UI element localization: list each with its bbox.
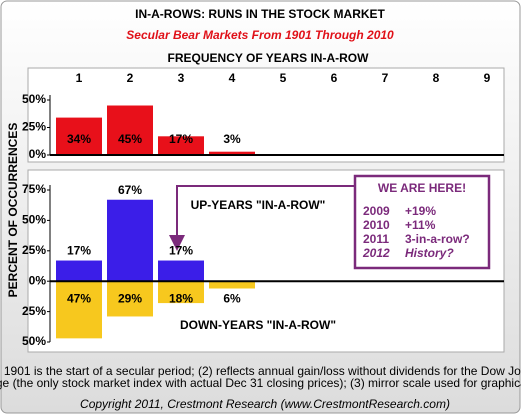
y-tick-label: 25% — [22, 304, 46, 318]
bar — [209, 151, 255, 155]
data-label: 29% — [118, 291, 142, 305]
data-label: 17% — [67, 244, 91, 258]
x-tick-label: 1 — [76, 71, 83, 85]
data-label: 6% — [223, 291, 241, 305]
x-tick-label: 7 — [382, 71, 389, 85]
series-label: DOWN-YEARS "IN-A-ROW" — [180, 318, 336, 332]
x-tick-label: 8 — [433, 71, 440, 85]
y-axis-title: PERCENT OF OCCURRENCES — [6, 123, 20, 298]
data-label: 47% — [67, 291, 91, 305]
arrow — [169, 185, 355, 251]
series-label: UP-YEARS "IN-A-ROW" — [191, 198, 326, 212]
bar — [158, 136, 204, 155]
subtitle: Secular Bear Markets From 1901 Through 2… — [126, 28, 394, 42]
bar — [158, 260, 204, 282]
y-tick-label: 50% — [22, 334, 46, 348]
data-label: 17% — [169, 244, 193, 258]
annotation-text: History? — [405, 246, 454, 260]
annotation-text: +11% — [405, 218, 436, 232]
annotation-year: 2009 — [363, 204, 390, 218]
y-tick-label: 25% — [22, 243, 46, 257]
x-tick-label: 2 — [127, 71, 134, 85]
annotation-text: +19% — [405, 204, 436, 218]
x-tick-label: 3 — [178, 71, 185, 85]
x-tick-label: 5 — [280, 71, 287, 85]
y-tick-label: 50% — [22, 213, 46, 227]
copyright: Copyright 2011, Crestmont Research (www.… — [80, 397, 450, 411]
annotation-year: 2011 — [363, 232, 389, 246]
bar — [56, 260, 102, 282]
data-label: 45% — [118, 132, 142, 146]
y-tick-label: 50% — [22, 92, 46, 106]
x-tick-label: 6 — [331, 71, 338, 85]
bar — [56, 281, 102, 339]
data-label: 67% — [118, 183, 142, 197]
bar — [158, 281, 204, 304]
data-label: 34% — [67, 132, 91, 146]
data-label: 18% — [169, 291, 193, 305]
x-tick-label: 4 — [229, 71, 236, 85]
data-label: 3% — [223, 132, 241, 146]
notes: Average (the only stock market index wit… — [0, 376, 521, 390]
panel-title: FREQUENCY OF YEARS IN-A-ROW — [168, 51, 370, 65]
bar — [107, 105, 153, 155]
annotation-box — [353, 174, 491, 270]
x-tick-label: 9 — [484, 71, 491, 85]
annotation-text: 3-in-a-row? — [405, 232, 470, 246]
annotation-heading: WE ARE HERE! — [378, 181, 466, 195]
bar — [56, 117, 102, 155]
y-tick-label: 0% — [29, 273, 47, 287]
bar — [107, 199, 153, 282]
annotation-year: 2012 — [362, 246, 390, 260]
y-tick-label: 75% — [22, 182, 46, 196]
y-tick-label: 25% — [22, 120, 46, 134]
annotation-year: 2010 — [363, 218, 390, 232]
y-tick-label: 0% — [29, 147, 47, 161]
bar — [107, 281, 153, 317]
bar — [209, 281, 255, 289]
notes: NOTES: (1) 1901 is the start of a secula… — [0, 364, 521, 378]
data-label: 17% — [169, 132, 193, 146]
title: IN-A-ROWS: RUNS IN THE STOCK MARKET — [135, 7, 385, 21]
